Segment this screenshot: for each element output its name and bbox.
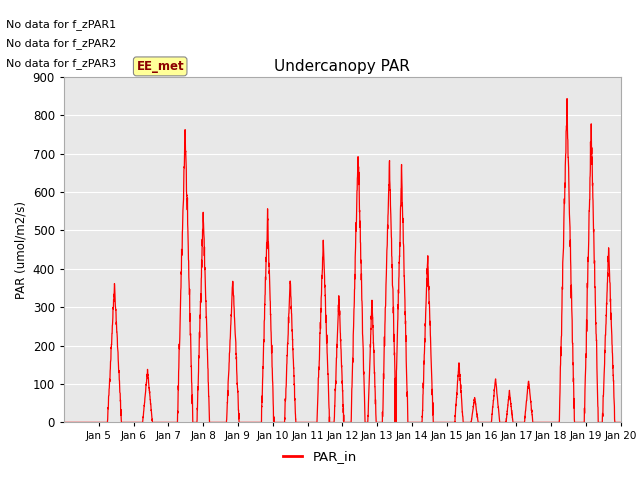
Y-axis label: PAR (umol/m2/s): PAR (umol/m2/s) [14,201,27,299]
Text: EE_met: EE_met [136,60,184,73]
Title: Undercanopy PAR: Undercanopy PAR [275,59,410,74]
Legend: PAR_in: PAR_in [277,445,363,468]
Text: No data for f_zPAR3: No data for f_zPAR3 [6,58,116,69]
Text: No data for f_zPAR1: No data for f_zPAR1 [6,19,116,30]
Text: No data for f_zPAR2: No data for f_zPAR2 [6,38,116,49]
